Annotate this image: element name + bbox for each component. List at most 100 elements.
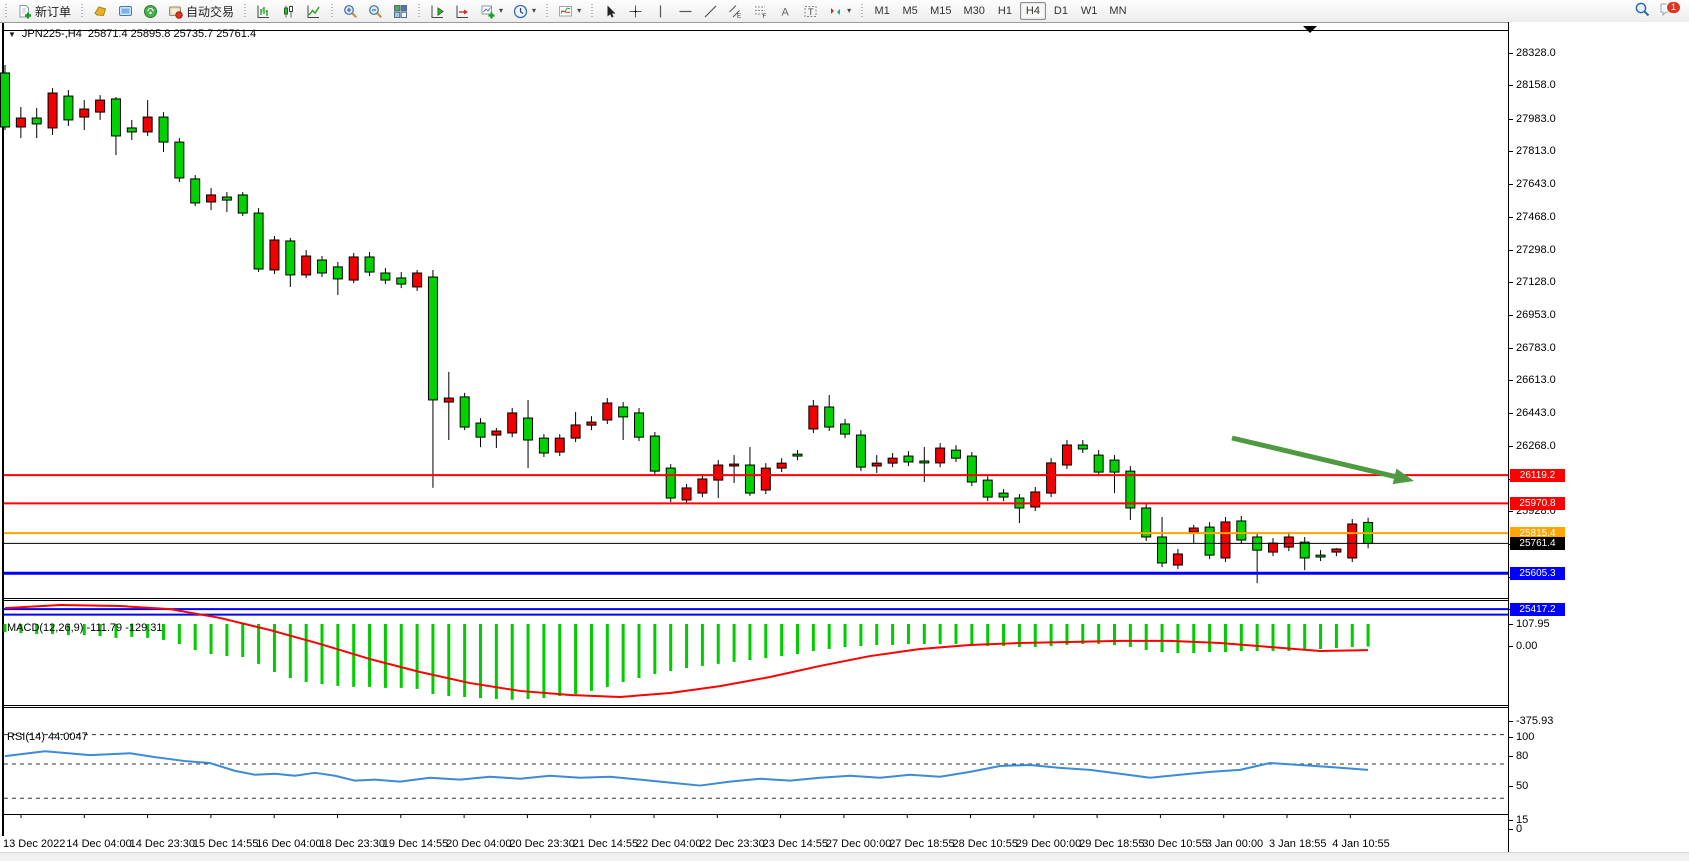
auto-trading-label: 自动交易 xyxy=(186,4,235,19)
periods-button[interactable]: ▾ xyxy=(508,0,541,22)
auto-trading-button[interactable]: 自动交易 xyxy=(163,0,239,22)
bar-chart-icon xyxy=(256,4,271,19)
timeframe-M15[interactable]: M15 xyxy=(925,2,956,20)
candle xyxy=(634,412,644,438)
channel-tool-button[interactable]: E xyxy=(723,0,748,22)
candle xyxy=(396,277,407,285)
timeframe-M30[interactable]: M30 xyxy=(959,2,990,20)
time-axis[interactable]: 13 Dec 2022 14 Dec 04:00 14 Dec 23:30 15 De… xyxy=(0,836,1508,852)
toolbar-grip[interactable] xyxy=(860,3,866,19)
cursor-tool-button[interactable] xyxy=(598,0,623,22)
chart-window: ▼ JPN225-,H4 25871.4 25895.8 25735.7 257… xyxy=(0,22,1689,861)
time-axis-label: 13 Dec 2022 xyxy=(3,838,66,850)
vertical-line-tool-button[interactable] xyxy=(648,0,673,22)
new-chart-button[interactable]: ▾ xyxy=(475,0,508,22)
new-order-icon xyxy=(17,4,32,19)
toolbar-grip[interactable] xyxy=(80,3,86,19)
crosshair-tool-button[interactable] xyxy=(623,0,648,22)
toolbar-grip[interactable] xyxy=(330,3,336,19)
one-click-trading-toggle[interactable]: ▼ xyxy=(8,29,16,39)
price-tick xyxy=(1509,118,1513,120)
trend-arrow-shaft[interactable] xyxy=(1231,435,1396,479)
candle xyxy=(1220,521,1231,559)
horizontal-line-tool-button[interactable] xyxy=(673,0,698,22)
time-axis-label: 30 Dec 10:55 xyxy=(1142,838,1208,850)
chart-shift-button[interactable] xyxy=(450,0,475,22)
candle xyxy=(1283,536,1294,548)
text-label-tool-button[interactable]: T xyxy=(798,0,823,22)
time-axis-label: 27 Dec 18:55 xyxy=(889,838,955,850)
price-badge: 25605.3 xyxy=(1510,566,1565,580)
candle xyxy=(1172,553,1183,566)
line-chart-button[interactable] xyxy=(301,0,326,22)
timeframe-H1[interactable]: H1 xyxy=(992,2,1018,20)
search-icon[interactable] xyxy=(1634,1,1651,21)
zoom-out-button[interactable] xyxy=(363,0,388,22)
timeframe-M1[interactable]: M1 xyxy=(869,2,895,20)
auto-scroll-icon xyxy=(430,4,445,19)
chart-shift-icon xyxy=(455,4,470,19)
rsi-axis-label: 80 xyxy=(1516,750,1529,763)
trend-arrow-head[interactable] xyxy=(1392,468,1414,485)
timeframe-D1[interactable]: D1 xyxy=(1048,2,1074,20)
timeframe-W1[interactable]: W1 xyxy=(1076,2,1103,20)
macd-signal-line xyxy=(4,604,1369,698)
trendline-icon xyxy=(703,4,718,19)
candle xyxy=(808,405,819,430)
candle xyxy=(142,116,153,133)
candle xyxy=(269,239,280,271)
rsi-axis-tick xyxy=(1509,819,1513,821)
fibonacci-tool-button[interactable]: F xyxy=(748,0,773,22)
price-tick-label: 27643.0 xyxy=(1516,177,1556,190)
timeframe-M5[interactable]: M5 xyxy=(897,2,923,20)
candle xyxy=(1204,526,1215,556)
chart-canvas[interactable] xyxy=(0,22,1508,852)
candle xyxy=(63,95,74,121)
macd-axis-label: 107.95 xyxy=(1516,617,1550,630)
market-watch-button[interactable] xyxy=(113,0,138,22)
price-tick-label: 26268.0 xyxy=(1516,440,1556,453)
new-order-button[interactable]: 新订单 xyxy=(12,0,76,22)
candle xyxy=(1046,462,1057,494)
text-tool-button[interactable]: A xyxy=(773,0,798,22)
zoom-in-button[interactable] xyxy=(338,0,363,22)
horizontal-line-icon xyxy=(678,4,693,19)
candle xyxy=(570,424,581,439)
chart-profiles-button[interactable] xyxy=(88,0,113,22)
chart-shift-marker[interactable] xyxy=(1303,26,1317,33)
toolbar-grip[interactable] xyxy=(545,3,551,19)
time-axis-label: 28 Dec 10:55 xyxy=(952,838,1018,850)
candle xyxy=(221,196,232,201)
chart-title: ▼ JPN225-,H4 25871.4 25895.8 25735.7 257… xyxy=(8,28,256,40)
price-tick xyxy=(1509,151,1513,153)
trendline-tool-button[interactable] xyxy=(698,0,723,22)
toolbar-grip[interactable] xyxy=(4,3,9,19)
candlestick-chart-button[interactable] xyxy=(276,0,301,22)
toolbar-grip[interactable] xyxy=(417,3,423,19)
chart-background xyxy=(0,22,1508,852)
svg-text:A: A xyxy=(782,6,790,18)
price-tick xyxy=(1509,446,1513,448)
notifications-button[interactable]: 1 xyxy=(1659,1,1681,20)
price-tick xyxy=(1509,217,1513,219)
candle xyxy=(95,99,106,113)
price-tick-label: 27298.0 xyxy=(1516,243,1556,256)
tile-windows-button[interactable] xyxy=(388,0,413,22)
candle xyxy=(951,449,961,459)
signals-button[interactable] xyxy=(138,0,163,22)
tile-windows-icon xyxy=(393,4,408,19)
auto-scroll-button[interactable] xyxy=(425,0,450,22)
toolbar-grip[interactable] xyxy=(590,3,596,19)
arrows-tool-button[interactable]: ▾ xyxy=(823,0,856,22)
indicators-icon xyxy=(558,4,573,19)
price-axis[interactable]: 28328.0 28158.0 27983.0 27813.0 27643.0 27468… xyxy=(1508,22,1689,852)
timeframe-MN[interactable]: MN xyxy=(1104,2,1131,20)
notification-badge: 1 xyxy=(1665,1,1681,14)
candle xyxy=(380,272,391,281)
indicators-button[interactable]: ▾ xyxy=(553,0,586,22)
ohlc-values: 25871.4 25895.8 25735.7 25761.4 xyxy=(87,28,257,40)
bar-chart-button[interactable] xyxy=(251,0,276,22)
candle xyxy=(1188,527,1199,533)
toolbar-grip[interactable] xyxy=(243,3,249,19)
timeframe-H4[interactable]: H4 xyxy=(1019,2,1046,20)
